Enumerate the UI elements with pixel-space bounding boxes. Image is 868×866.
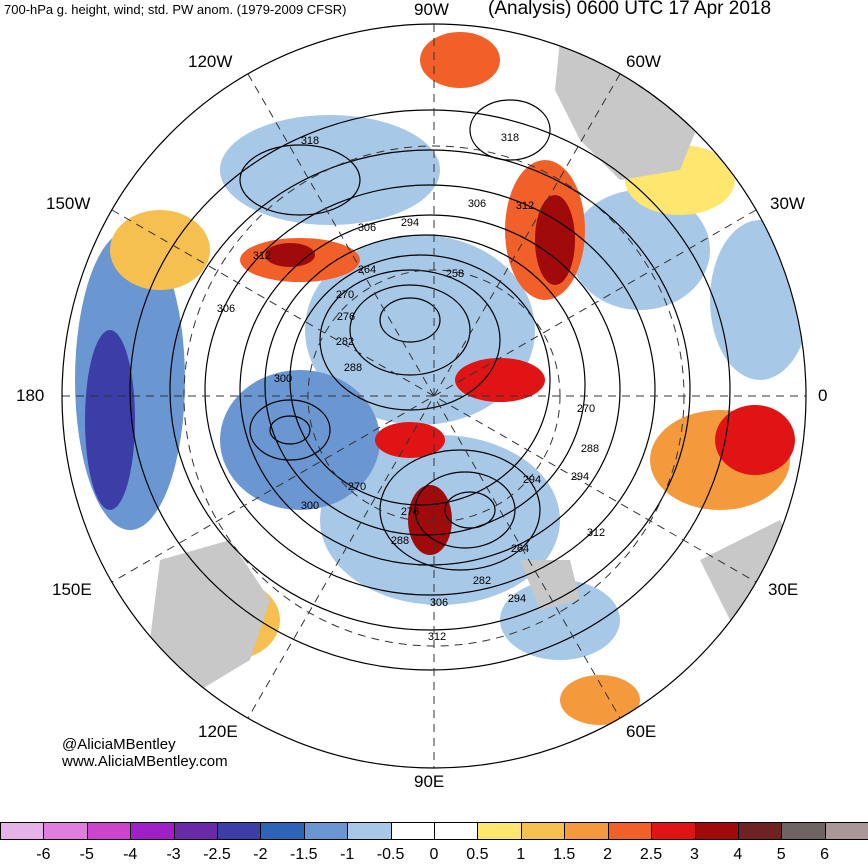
contour-label: 282 (336, 336, 354, 348)
contour-label: 300 (274, 373, 292, 385)
chart-subtitle: 700-hPa g. height, wind; std. PW anom. (… (4, 2, 347, 17)
lon-label-30w: 30W (770, 194, 805, 213)
credit-handle: @AliciaMBentley (62, 736, 176, 753)
contour-label: 312 (253, 250, 271, 262)
colorbar-box (651, 822, 696, 840)
colorbar-box (607, 822, 653, 840)
contour-label: 270 (348, 481, 366, 493)
colorbar-box (43, 822, 88, 840)
colorbar-box (86, 822, 132, 840)
lon-label-60w: 60W (626, 52, 661, 71)
contour-label: 276 (401, 506, 419, 518)
colorbar-tick-label: -0.5 (376, 846, 405, 863)
contour-label: 264 (511, 543, 529, 555)
colorbar-box (434, 822, 479, 840)
colorbar-box (260, 822, 305, 840)
colorbar-tick-label: -1 (340, 846, 355, 863)
colorbar-box (0, 822, 45, 840)
colorbar-tick-label: 1.5 (553, 846, 576, 863)
contour-label: 318 (501, 132, 519, 144)
colorbar-box (737, 822, 783, 840)
contour-label: 288 (344, 362, 362, 374)
colorbar-tick-label: -2 (253, 846, 268, 863)
map-boundary (61, 23, 807, 769)
colorbar-tick-label: 2 (603, 846, 613, 863)
colorbar-tick-label: -3 (166, 846, 181, 863)
lon-label-60e: 60E (626, 722, 657, 741)
contour-label: 306 (430, 597, 448, 609)
colorbar-box (130, 822, 175, 840)
colorbar-box (347, 822, 392, 840)
contour-label-group: 318 318 312 312 306 306 306 300 300 294 294 294 288 2… (217, 132, 605, 643)
colorbar-box (520, 822, 566, 840)
colorbar-tick-label: 4 (733, 846, 743, 863)
lon-label-120w: 120W (188, 52, 233, 71)
contour-label: 318 (301, 135, 319, 147)
colorbar-box (173, 822, 219, 840)
pw-anomaly-colorbar (0, 822, 868, 842)
contour-label: 270 (336, 289, 354, 301)
height-contours (129, 99, 731, 671)
contour-label: 312 (587, 527, 605, 539)
colorbar-tick-label: 1 (516, 846, 526, 863)
contour-label: 300 (301, 500, 319, 512)
lon-label-0: 0 (818, 386, 828, 405)
lon-label-30e: 30E (768, 580, 799, 599)
colorbar-ticks: -6 -5 -4 -3 -2.5 -2 -1.5 -1 -0.5 0 0.5 1 1.5 2 2.5 3 4 5 6 (0, 846, 868, 866)
polar-map: 318 318 312 312 306 306 306 300 300 294 294 294 288 2… (61, 23, 807, 769)
contour-label: 294 (523, 474, 541, 486)
colorbar-tick-label: 3 (689, 846, 699, 863)
graticule (62, 24, 806, 768)
contour-label: 306 (358, 222, 376, 234)
colorbar-tick-label: 0 (429, 846, 439, 863)
map-disk: 318 318 312 312 306 306 306 300 300 294 294 294 288 2… (62, 24, 806, 768)
contour-label: 312 (516, 200, 534, 212)
credit-website: www.AliciaMBentley.com (62, 753, 228, 770)
colorbar-box (694, 822, 739, 840)
contour-label: 306 (468, 198, 486, 210)
contour-label: 294 (508, 593, 526, 605)
lon-label-120e: 120E (198, 722, 238, 741)
lon-label-150e: 150E (52, 580, 92, 599)
colorbar-box (390, 822, 436, 840)
colorbar-tick-label: 5 (776, 846, 786, 863)
contour-label: 288 (581, 443, 599, 455)
contour-label: 258 (446, 268, 464, 280)
colorbar-box (564, 822, 609, 840)
colorbar-tick-label: -4 (123, 846, 138, 863)
contour-label: 270 (577, 403, 595, 415)
colorbar-tick-label: -1.5 (290, 846, 318, 863)
colorbar-tick-label: -2.5 (203, 846, 231, 863)
colorbar-tick-label: 2.5 (639, 846, 663, 863)
colorbar-tick-label: -5 (79, 846, 94, 863)
colorbar-tick-label: 0.5 (466, 846, 489, 863)
colorbar-tick-label: -6 (36, 846, 51, 863)
contour-label: 312 (428, 631, 446, 643)
colorbar-box (217, 822, 262, 840)
contour-label: 294 (401, 217, 419, 229)
contour-label: 264 (358, 264, 376, 276)
lon-label-180: 180 (16, 386, 45, 405)
contour-label: 288 (391, 535, 409, 547)
colorbar-box (303, 822, 349, 840)
lon-label-150w: 150W (46, 194, 91, 213)
colorbar-box (781, 822, 826, 840)
colorbar-tick-label: 6 (820, 846, 830, 863)
contour-label: 282 (473, 575, 491, 587)
lon-label-90w: 90W (414, 0, 449, 19)
contour-label: 306 (217, 303, 235, 315)
contour-label: 276 (337, 311, 355, 323)
colorbar-box (824, 822, 868, 840)
contour-label: 294 (571, 471, 589, 483)
colorbar-box (477, 822, 522, 840)
analysis-time-title: (Analysis) 0600 UTC 17 Apr 2018 (488, 0, 772, 19)
lon-label-90e: 90E (414, 772, 445, 791)
